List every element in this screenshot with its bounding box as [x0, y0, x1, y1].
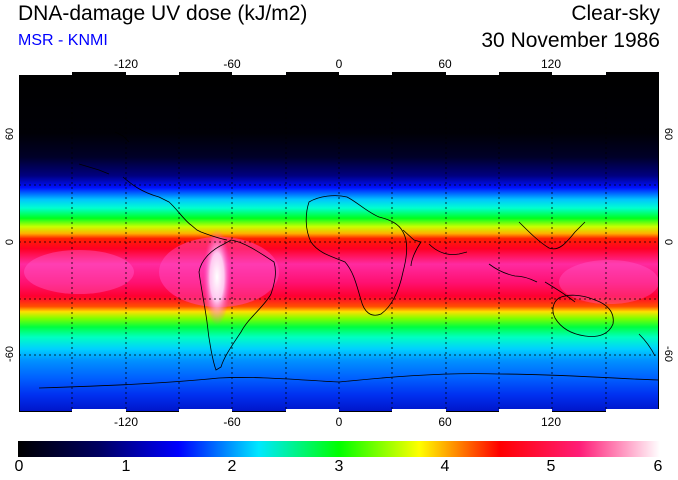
high-uv-patch: [24, 250, 134, 294]
lon-label-bottom: -60: [223, 415, 241, 429]
colorbar-label: 6: [653, 458, 663, 475]
lat-label-left: -60: [4, 346, 16, 362]
lon-label-top: 0: [335, 57, 343, 71]
lon-label-top: -120: [113, 57, 139, 71]
colorbar-label: 2: [227, 458, 237, 475]
colorbar: [18, 441, 660, 457]
colorbar-label: 3: [334, 458, 344, 475]
lat-label-right: 60: [662, 127, 674, 141]
colorbar-fill: [18, 441, 660, 457]
subtitle: MSR - KNMI: [18, 32, 108, 49]
lon-label-top: 60: [438, 57, 452, 71]
condition-label: Clear-sky: [571, 2, 660, 25]
colorbar-label: 0: [14, 458, 24, 475]
high-uv-patch: [559, 260, 659, 304]
lat-label-left: 60: [4, 127, 16, 141]
graticule: [19, 72, 659, 412]
andes-peak: [203, 229, 231, 325]
lon-label-bottom: 120: [540, 415, 562, 429]
lon-label-bottom: -120: [113, 415, 139, 429]
colorbar-label: 1: [121, 458, 131, 475]
date-label: 30 November 1986: [481, 29, 660, 52]
lon-label-bottom: 60: [438, 415, 452, 429]
lat-label-right: -60: [662, 346, 674, 362]
uv-dose-map: [19, 72, 659, 412]
lon-label-top: 120: [540, 57, 562, 71]
lon-label-top: -60: [223, 57, 241, 71]
colorbar-label: 5: [546, 458, 556, 475]
lat-label-right: 0: [662, 238, 674, 246]
title: DNA-damage UV dose (kJ/m2): [18, 2, 308, 25]
frame-ruler: [19, 72, 659, 412]
lon-label-bottom: 0: [335, 415, 343, 429]
coastlines: [38, 131, 659, 389]
colorbar-label: 4: [440, 458, 450, 475]
lat-label-left: 0: [4, 238, 16, 246]
